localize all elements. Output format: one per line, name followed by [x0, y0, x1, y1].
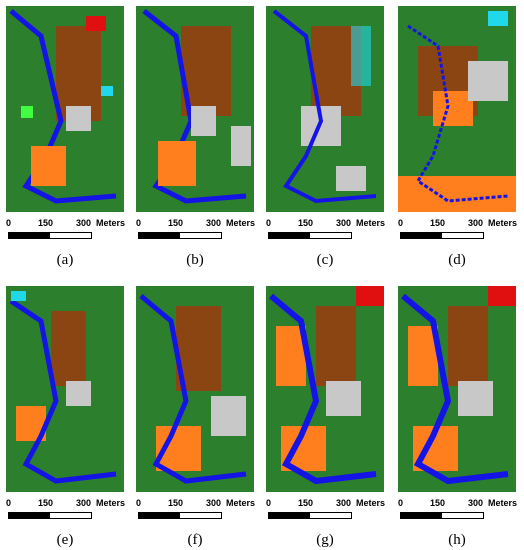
scale-unit: Meters [226, 218, 256, 228]
scale-bar: 0 150 300 Meters [396, 498, 518, 524]
scale-bar-graphic [400, 232, 484, 239]
caption: (h) [448, 532, 466, 548]
scale-unit: Meters [488, 218, 518, 228]
scale-label-150: 150 [430, 218, 446, 228]
scale-label-0: 0 [266, 218, 272, 228]
scale-label-0: 0 [398, 498, 404, 508]
classification-map [6, 286, 124, 492]
caption: (b) [186, 252, 204, 268]
scale-unit: Meters [226, 498, 256, 508]
classification-map [136, 6, 254, 212]
scale-label-300: 300 [76, 498, 92, 508]
scale-label-300: 300 [468, 498, 484, 508]
scale-bar-graphic [268, 512, 352, 519]
caption: (c) [316, 252, 334, 268]
scale-bar: 0 150 300 Meters [264, 218, 386, 244]
scale-label-0: 0 [6, 498, 12, 508]
scale-label-150: 150 [38, 498, 54, 508]
scale-bar: 0 150 300 Meters [134, 498, 256, 524]
map-image [6, 286, 124, 492]
caption: (f) [187, 532, 203, 548]
scale-bar-graphic [400, 512, 484, 519]
scale-label-300: 300 [336, 498, 352, 508]
caption: (a) [56, 252, 74, 268]
scale-label-300: 300 [206, 218, 222, 228]
scale-label-150: 150 [298, 498, 314, 508]
scale-bar-graphic [8, 512, 92, 519]
scale-label-0: 0 [398, 218, 404, 228]
scale-label-150: 150 [38, 218, 54, 228]
map-image [266, 286, 384, 492]
scale-bar-graphic [8, 232, 92, 239]
caption: (d) [448, 252, 466, 268]
classification-map [398, 6, 516, 212]
scale-bar: 0 150 300 Meters [4, 498, 126, 524]
scale-unit: Meters [488, 498, 518, 508]
scale-unit: Meters [96, 498, 126, 508]
scale-label-0: 0 [136, 498, 142, 508]
scale-unit: Meters [356, 218, 386, 228]
scale-unit: Meters [96, 218, 126, 228]
scale-bar-graphic [138, 512, 222, 519]
map-image [398, 286, 516, 492]
scale-bar-graphic [138, 232, 222, 239]
caption: (e) [56, 532, 74, 548]
scale-label-150: 150 [168, 218, 184, 228]
scale-bar: 0 150 300 Meters [4, 218, 126, 244]
map-image [6, 6, 124, 212]
scale-label-0: 0 [266, 498, 272, 508]
scale-bar: 0 150 300 Meters [396, 218, 518, 244]
scale-unit: Meters [356, 498, 386, 508]
scale-label-150: 150 [430, 498, 446, 508]
scale-label-0: 0 [136, 218, 142, 228]
caption: (g) [316, 532, 334, 548]
scale-label-0: 0 [6, 218, 12, 228]
classification-map [266, 6, 384, 212]
map-image [136, 286, 254, 492]
scale-bar: 0 150 300 Meters [264, 498, 386, 524]
scale-label-150: 150 [168, 498, 184, 508]
classification-map [398, 286, 516, 492]
classification-map [6, 6, 124, 212]
map-image [398, 6, 516, 212]
scale-label-300: 300 [336, 218, 352, 228]
scale-label-300: 300 [468, 218, 484, 228]
scale-label-300: 300 [206, 498, 222, 508]
classification-map [266, 286, 384, 492]
map-image [266, 6, 384, 212]
scale-bar: 0 150 300 Meters [134, 218, 256, 244]
scale-label-150: 150 [298, 218, 314, 228]
classification-map [136, 286, 254, 492]
map-image [136, 6, 254, 212]
scale-label-300: 300 [76, 218, 92, 228]
scale-bar-graphic [268, 232, 352, 239]
